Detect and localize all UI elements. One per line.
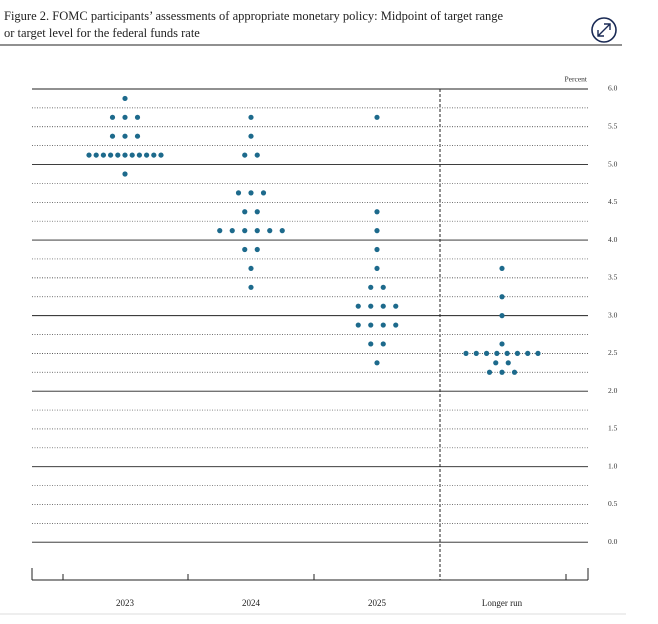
- dot: [144, 152, 150, 158]
- dot: [505, 360, 511, 366]
- dot: [525, 350, 531, 356]
- dot: [134, 114, 141, 120]
- dot: [122, 171, 128, 177]
- dot: [242, 152, 248, 158]
- dot: [368, 341, 374, 347]
- dot: [494, 350, 500, 356]
- dot: [380, 322, 386, 328]
- expand-icon[interactable]: [591, 17, 617, 43]
- dot: [100, 152, 106, 158]
- dot: [151, 152, 157, 158]
- y-tick-label: 2.0: [608, 386, 618, 395]
- x-tick-label: 2025: [368, 598, 387, 608]
- dot: [368, 284, 374, 290]
- dot: [93, 152, 99, 158]
- dot: [248, 114, 254, 120]
- dot: [393, 303, 399, 309]
- dot: [254, 209, 260, 215]
- dot: [483, 350, 490, 356]
- dot: [109, 133, 116, 139]
- dot: [374, 246, 380, 253]
- dot: [374, 114, 380, 120]
- dot: [499, 369, 505, 375]
- dot: [229, 228, 235, 234]
- dot: [136, 152, 142, 158]
- x-axis: [31, 568, 589, 581]
- x-tick-label: Longer run: [482, 598, 523, 608]
- dot: [504, 350, 510, 356]
- y-tick-label: 3.5: [608, 273, 618, 282]
- dot: [158, 152, 164, 158]
- dot: [355, 303, 361, 309]
- dot: [514, 350, 521, 356]
- dot: [122, 114, 128, 120]
- dot: [499, 294, 505, 300]
- dot: [511, 369, 518, 375]
- y-tick-label: 2.5: [608, 348, 618, 357]
- dot: [493, 360, 499, 366]
- dot: [499, 341, 505, 347]
- y-tick-label: 3.0: [608, 310, 618, 319]
- dot: [355, 322, 361, 328]
- dot: [122, 133, 128, 139]
- dot: [254, 152, 260, 158]
- y-tick-label: 1.5: [608, 424, 618, 433]
- dot: [86, 152, 92, 158]
- dot: [499, 313, 505, 319]
- dot: [248, 265, 254, 272]
- dot: [380, 303, 386, 309]
- dot: [279, 228, 285, 234]
- dot: [473, 350, 479, 356]
- dot: [535, 350, 541, 356]
- dot: [393, 322, 399, 328]
- dot: [254, 246, 260, 253]
- y-tick-label: 5.5: [608, 121, 618, 130]
- dot: [134, 133, 141, 139]
- dot: [248, 284, 254, 290]
- y-tick-label: 4.0: [608, 235, 618, 244]
- dot: [499, 265, 505, 272]
- dot: [374, 228, 380, 234]
- dot: [235, 190, 242, 196]
- y-tick-label: 6.0: [608, 84, 618, 93]
- dot: [248, 133, 254, 139]
- dot: [122, 95, 128, 102]
- dot: [260, 190, 267, 196]
- dot: [129, 152, 135, 158]
- dot: [463, 350, 469, 356]
- y-tick-label: 0.0: [608, 537, 618, 546]
- dot: [486, 369, 493, 375]
- dot: [217, 228, 223, 234]
- y-tick-label: 5.0: [608, 159, 618, 168]
- dot: [267, 228, 273, 234]
- dot: [374, 360, 380, 366]
- chart-title: or target level for the federal funds ra…: [4, 26, 200, 40]
- x-tick-label: 2023: [116, 598, 135, 608]
- dot: [254, 228, 260, 234]
- dot: [122, 152, 128, 158]
- dot: [374, 265, 380, 272]
- dot: [109, 114, 116, 120]
- chart-title: Figure 2. FOMC participants’ assessments…: [4, 9, 504, 23]
- dot: [380, 341, 386, 347]
- dot: [242, 209, 248, 215]
- y-axis-label: Percent: [565, 75, 588, 84]
- y-tick-label: 1.0: [608, 461, 618, 470]
- dot: [368, 303, 374, 309]
- y-tick-label: 4.5: [608, 197, 618, 206]
- dot: [108, 152, 114, 158]
- y-tick-label: 0.5: [608, 499, 618, 508]
- dot: [242, 228, 248, 234]
- dot: [248, 190, 254, 196]
- dot: [374, 209, 380, 215]
- x-tick-label: 2024: [242, 598, 261, 608]
- dot: [115, 152, 121, 158]
- dot: [380, 284, 386, 290]
- dot: [242, 246, 248, 253]
- dot: [368, 322, 374, 328]
